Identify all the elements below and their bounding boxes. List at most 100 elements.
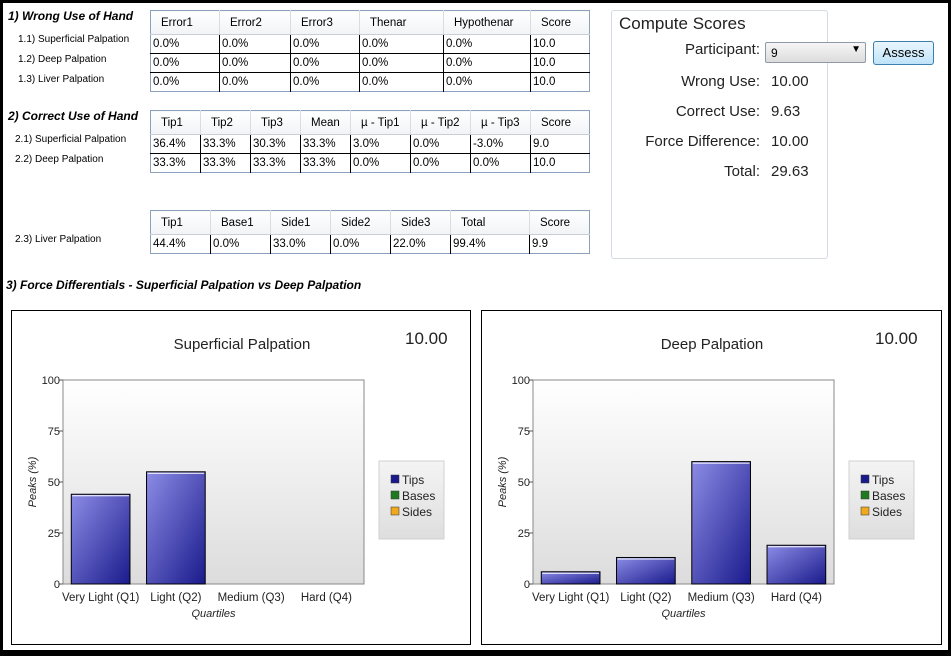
superficial-chart-panel: Superficial Palpation 10.00 0 25 50 75 100 Peak… (11, 310, 471, 645)
column-header[interactable]: Thenar (359, 10, 444, 35)
table-cell[interactable]: 0.0% (350, 153, 411, 173)
table-cell[interactable]: -3.0% (470, 134, 531, 154)
force-difference-value: 10.00 (771, 133, 809, 150)
column-header[interactable]: Hypothenar (443, 10, 531, 35)
table-cell[interactable]: 0.0% (219, 53, 291, 73)
chevron-down-icon: ▼ (851, 44, 861, 55)
table-cell[interactable]: 0.0% (359, 34, 444, 54)
table-cell[interactable]: 9.9 (532, 238, 548, 250)
y-tick-label: 100 (42, 375, 60, 387)
table-cell[interactable]: 30.3% (250, 134, 301, 154)
column-header[interactable]: Total (450, 210, 530, 235)
table-cell[interactable]: 0.0% (210, 234, 271, 254)
wrong-use-label: Wrong Use: (681, 73, 760, 90)
table-cell[interactable]: 0.0% (219, 72, 291, 92)
table-cell[interactable]: 0.0% (330, 234, 391, 254)
table-cell[interactable]: 0.0% (410, 134, 471, 154)
table-cell[interactable]: 44.4% (150, 234, 211, 254)
table-row[interactable]: 0.0% 0.0% 0.0% 0.0% 0.0% 10.0 (150, 53, 590, 73)
column-header[interactable]: Side2 (330, 210, 391, 235)
force-differentials-title: 3) Force Differentials - Superficial Pal… (6, 278, 362, 292)
y-tick-label: 100 (512, 375, 530, 387)
deep-chart-panel: Deep Palpation 10.00 0 25 50 75 100 Peaks (%) Ve… (481, 310, 942, 645)
legend-label: Bases (402, 489, 435, 503)
legend-label: Tips (402, 473, 424, 487)
table-cell[interactable]: 33.3% (200, 153, 251, 173)
column-header[interactable]: Mean (300, 110, 351, 135)
column-header[interactable]: µ - Tip1 (350, 110, 411, 135)
table-cell[interactable]: 10.0 (530, 34, 590, 54)
table-row[interactable]: 44.4% 0.0% 33.0% 0.0% 22.0% 99.4% 9.9 (150, 234, 590, 254)
table-cell[interactable]: 33.3% (200, 134, 251, 154)
table-cell[interactable]: 0.0% (150, 53, 220, 73)
table-header-row: Tip1 Tip2 Tip3 Mean µ - Tip1 µ - Tip2 µ … (150, 110, 590, 135)
column-header[interactable]: Score (530, 10, 590, 35)
table-cell[interactable]: 0.0% (359, 72, 444, 92)
table-cell[interactable]: 0.0% (150, 72, 220, 92)
column-header[interactable]: Side3 (390, 210, 451, 235)
column-header[interactable]: Tip3 (250, 110, 301, 135)
column-header[interactable]: Tip2 (200, 110, 251, 135)
table-row[interactable]: 33.3% 33.3% 33.3% 33.3% 0.0% 0.0% 0.0% 1… (150, 153, 590, 173)
table-cell[interactable]: 3.0% (350, 134, 411, 154)
table-row[interactable]: 0.0% 0.0% 0.0% 0.0% 0.0% 10.0 (150, 72, 590, 92)
legend-swatch (390, 474, 400, 484)
legend-swatch (390, 506, 400, 516)
participant-label: Participant: (684, 41, 760, 58)
table-cell[interactable]: 0.0% (290, 53, 360, 73)
table-cell[interactable]: 22.0% (390, 234, 451, 254)
bar-3 (691, 461, 751, 585)
table-cell[interactable]: 36.4% (150, 134, 201, 154)
column-header[interactable]: Tip1 (150, 110, 201, 135)
table-row[interactable]: 36.4% 33.3% 30.3% 33.3% 3.0% 0.0% -3.0% … (150, 134, 590, 154)
table-cell[interactable]: 33.0% (270, 234, 331, 254)
x-tick-label: Light (Q2) (620, 592, 671, 604)
liver-table: Tip1 Base1 Side1 Side2 Side3 Total Score… (150, 210, 590, 254)
legend-swatch (860, 490, 870, 500)
table-cell[interactable]: 10.0 (533, 76, 556, 88)
table-cell[interactable]: 0.0% (443, 72, 531, 92)
table-cell[interactable]: 0.0% (219, 34, 291, 54)
table-cell[interactable]: 0.0% (290, 34, 360, 54)
column-header[interactable]: Score (529, 210, 590, 235)
table-cell[interactable]: 33.3% (150, 153, 201, 173)
superficial-palpation-chart: Superficial Palpation 10.00 0 25 50 75 100 Peak… (27, 329, 448, 620)
table-cell[interactable]: 0.0% (359, 53, 444, 73)
table-cell[interactable]: 0.0% (410, 153, 471, 173)
table-cell[interactable]: 0.0% (150, 34, 220, 54)
column-header[interactable]: µ - Tip2 (410, 110, 471, 135)
table-cell[interactable]: 33.3% (250, 153, 301, 173)
y-tick-label: 50 (518, 477, 530, 489)
table-cell[interactable]: 33.3% (300, 134, 351, 154)
table-cell[interactable]: 33.3% (300, 153, 351, 173)
table-cell[interactable]: 0.0% (290, 72, 360, 92)
assess-button[interactable]: Assess (873, 41, 934, 65)
correct-use-table: Tip1 Tip2 Tip3 Mean µ - Tip1 µ - Tip2 µ … (150, 110, 590, 173)
column-header[interactable]: Error3 (290, 10, 360, 35)
column-header[interactable]: Base1 (210, 210, 271, 235)
table-cell[interactable]: 9.0 (530, 134, 590, 154)
correct-use-value: 9.63 (771, 103, 801, 120)
column-header[interactable]: Error1 (150, 10, 220, 35)
column-header[interactable]: Error2 (219, 10, 291, 35)
column-header[interactable]: µ - Tip3 (470, 110, 531, 135)
table-cell[interactable]: 99.4% (450, 234, 530, 254)
table-cell[interactable]: 0.0% (443, 34, 531, 54)
participant-select[interactable]: 9 ▼ (765, 42, 866, 63)
column-header[interactable]: Side1 (270, 210, 331, 235)
wrong-use-row-label-1: 1.1) Superficial Palpation (18, 34, 130, 45)
column-header[interactable]: Score (530, 110, 590, 135)
bar-1 (70, 493, 131, 585)
legend-swatch (390, 490, 400, 500)
table-cell[interactable]: 0.0% (443, 53, 531, 73)
chart-score: 10.00 (405, 329, 448, 348)
x-tick-label: Very Light (Q1) (62, 592, 140, 604)
table-row[interactable]: 0.0% 0.0% 0.0% 0.0% 0.0% 10.0 (150, 34, 590, 54)
table-cell[interactable]: 10.0 (530, 53, 590, 73)
table-header-row: Error1 Error2 Error3 Thenar Hypothenar S… (150, 10, 590, 35)
column-header[interactable]: Tip1 (150, 210, 211, 235)
table-cell[interactable]: 10.0 (533, 157, 556, 169)
table-cell[interactable]: 0.0% (470, 153, 531, 173)
legend-swatch (860, 506, 870, 516)
y-tick-label: 75 (48, 426, 60, 438)
